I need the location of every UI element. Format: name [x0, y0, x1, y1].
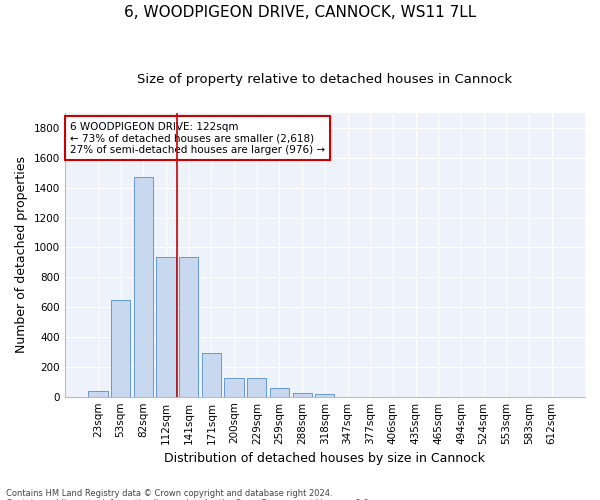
Bar — [202, 354, 221, 397]
Text: 6 WOODPIGEON DRIVE: 122sqm
← 73% of detached houses are smaller (2,618)
27% of s: 6 WOODPIGEON DRIVE: 122sqm ← 73% of deta… — [70, 122, 325, 155]
Title: Size of property relative to detached houses in Cannock: Size of property relative to detached ho… — [137, 72, 512, 86]
Bar — [224, 378, 244, 396]
Bar — [179, 257, 199, 396]
Bar — [88, 390, 107, 396]
Bar — [134, 177, 153, 396]
Bar — [157, 257, 176, 396]
X-axis label: Distribution of detached houses by size in Cannock: Distribution of detached houses by size … — [164, 452, 485, 465]
Bar — [247, 378, 266, 396]
Text: Contains HM Land Registry data © Crown copyright and database right 2024.: Contains HM Land Registry data © Crown c… — [6, 488, 332, 498]
Bar — [293, 393, 312, 396]
Text: Contains public sector information licensed under the Open Government Licence v3: Contains public sector information licen… — [6, 498, 371, 500]
Bar — [315, 394, 334, 396]
Y-axis label: Number of detached properties: Number of detached properties — [15, 156, 28, 354]
Bar — [111, 300, 130, 396]
Text: 6, WOODPIGEON DRIVE, CANNOCK, WS11 7LL: 6, WOODPIGEON DRIVE, CANNOCK, WS11 7LL — [124, 5, 476, 20]
Bar — [270, 388, 289, 396]
